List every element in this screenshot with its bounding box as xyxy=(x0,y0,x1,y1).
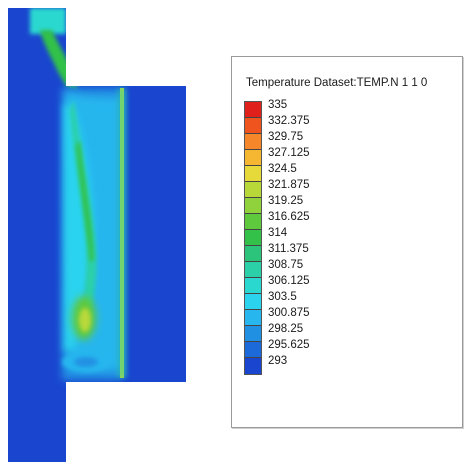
legend-level-label: 295.625 xyxy=(268,339,310,351)
legend-level-labels: 335 332.375 329.75 327.125 324.5 321.875 319.2… xyxy=(268,97,310,369)
legend-level-label: 314 xyxy=(268,227,288,239)
legend-swatch xyxy=(245,102,261,118)
legend-level-label: 327.125 xyxy=(268,147,310,159)
hot-spot-core xyxy=(79,308,91,332)
legend-level-label: 329.75 xyxy=(268,131,304,143)
legend-swatch xyxy=(245,198,261,214)
legend-swatch xyxy=(245,358,261,374)
legend-swatch xyxy=(245,342,261,358)
legend-swatch xyxy=(245,310,261,326)
legend-level-label: 316.625 xyxy=(268,211,310,223)
legend-swatch xyxy=(245,246,261,262)
inlet-strip xyxy=(30,8,66,34)
legend-level-label: 303.5 xyxy=(268,291,297,303)
legend-swatch xyxy=(245,294,261,310)
legend-swatch xyxy=(245,118,261,134)
legend-swatch xyxy=(245,214,261,230)
legend-swatch xyxy=(245,182,261,198)
legend-swatch xyxy=(245,166,261,182)
legend-swatch xyxy=(245,326,261,342)
legend-level-label: 308.75 xyxy=(268,259,304,271)
legend-level-label: 321.875 xyxy=(268,179,310,191)
legend-panel: Temperature Dataset:TEMP.N 1 1 0 335 332.… xyxy=(231,56,463,428)
legend-level-label: 311.375 xyxy=(268,243,309,255)
bottom-vortex-core xyxy=(74,357,98,367)
rising-plume xyxy=(70,100,97,330)
legend-title: Temperature Dataset:TEMP.N 1 1 0 xyxy=(246,77,428,89)
legend-level-label: 335 xyxy=(268,99,288,111)
legend-level-label: 332.375 xyxy=(268,115,310,127)
legend-level-label: 306.125 xyxy=(268,275,310,287)
legend-level-label: 300.875 xyxy=(268,307,310,319)
plume-core xyxy=(76,140,94,262)
legend-level-label: 324.5 xyxy=(268,163,297,175)
legend-level-label: 293 xyxy=(268,355,288,367)
legend-level-label: 298.25 xyxy=(268,323,304,335)
legend-color-bar xyxy=(244,101,262,375)
legend-swatch xyxy=(245,150,261,166)
heated-wall-glow xyxy=(117,88,127,378)
legend-level-label: 319.25 xyxy=(268,195,304,207)
legend-swatch xyxy=(245,278,261,294)
legend-swatch xyxy=(245,262,261,278)
legend-swatch xyxy=(245,230,261,246)
legend-swatch xyxy=(245,134,261,150)
